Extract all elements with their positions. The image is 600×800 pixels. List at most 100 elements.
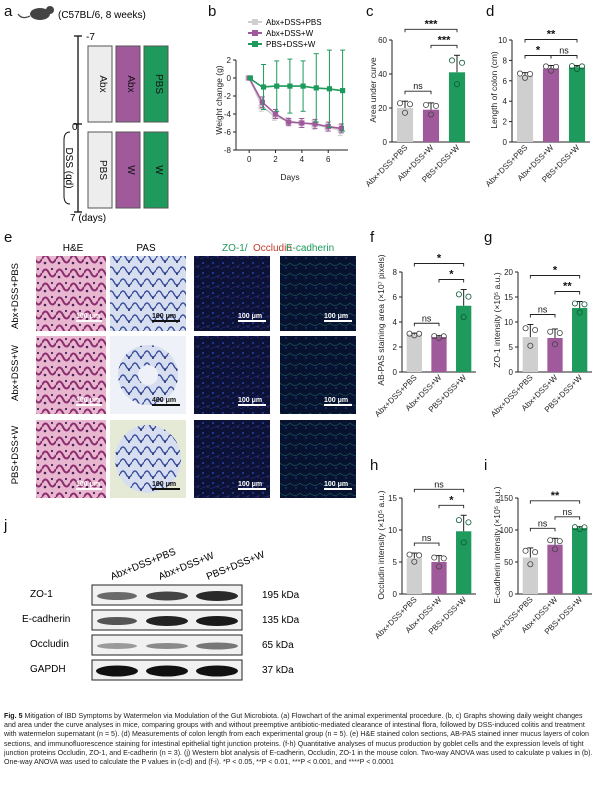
significance-label: ns [563, 507, 573, 517]
significance-label: * [449, 494, 454, 506]
data-point [459, 59, 466, 66]
data-point [527, 342, 534, 349]
significance-bracket [529, 500, 581, 504]
data-point [460, 539, 467, 546]
x-tick-label: 0 [247, 155, 252, 164]
y-tick-label: -2 [224, 92, 232, 101]
panel-e-label: e [4, 229, 12, 246]
data-point [448, 57, 455, 64]
y-tick-label: -6 [224, 128, 232, 137]
panel-f: f 02468Abx+DSS+PBSAbx+DSS+WPBS+DSS+Wns**… [370, 229, 476, 419]
data-point [416, 552, 423, 559]
significance-label: ns [559, 46, 569, 56]
data-point [516, 70, 523, 77]
significance-bracket [413, 488, 465, 493]
figure-caption-text: Mitigation of IBD Symptoms by Watermelon… [4, 712, 593, 767]
significance-label: * [553, 265, 558, 277]
img-he-2 [36, 336, 106, 414]
data-point [532, 549, 539, 556]
y-tick-label: 4 [503, 97, 508, 106]
y-tick-label: 8 [503, 56, 508, 65]
data-point [287, 83, 293, 89]
bar [568, 67, 586, 142]
y-tick-label: 0 [509, 590, 514, 599]
y-tick-label: 40 [378, 70, 387, 79]
data-point [571, 300, 578, 307]
box-top-1-label: Abx [97, 75, 108, 92]
y-tick-label: 4 [393, 318, 398, 327]
bar [572, 308, 588, 372]
bar [547, 338, 563, 372]
significance-label: ns [538, 518, 548, 528]
category-label: Abx+DSS+PBS [489, 373, 535, 419]
figure: a (C57BL/6, 8 weeks) -7 0 7 (days) DSS (… [3, 3, 592, 681]
blot-zo1: ZO-1 195 kDa [30, 584, 300, 606]
legend-b-2: Abx+DSS+W [266, 29, 314, 38]
box-top-2-label: Abx [125, 75, 136, 92]
panel-d-ylabel: Length of colon (cm) [489, 51, 499, 129]
data-point [455, 517, 462, 524]
y-tick-label: 20 [504, 268, 513, 277]
y-tick-label: 50 [504, 558, 513, 567]
bar [522, 557, 538, 594]
significance-label: ns [538, 305, 548, 315]
bar [542, 68, 560, 142]
data-point [579, 63, 586, 70]
y-tick-label: 15 [388, 494, 397, 503]
data-point [435, 563, 442, 570]
data-point [581, 301, 588, 308]
x-tick-label: 4 [300, 155, 305, 164]
data-point [300, 83, 306, 89]
timeline-tick-top: -7 [86, 32, 95, 43]
data-point [260, 84, 267, 90]
y-tick-label: -4 [224, 110, 232, 119]
row-label-2: Abx+DSS+W [10, 345, 21, 401]
significance-bracket [413, 542, 440, 547]
bar [448, 72, 466, 142]
col-header-he: H&E [63, 243, 84, 254]
data-point [527, 70, 534, 77]
panel-b-legend: Abx+DSS+PBS Abx+DSS+W PBS+DSS+W [248, 18, 322, 49]
y-tick-label: 150 [500, 494, 514, 503]
bar [547, 544, 563, 594]
data-point [407, 101, 414, 108]
img-ecad-1 [280, 256, 356, 331]
data-point [522, 74, 529, 81]
blot-occludin: Occludin 65 kDa [30, 634, 294, 656]
y-tick-label: 15 [504, 293, 513, 302]
bar [572, 528, 588, 594]
panel-i: i 050100150Abx+DSS+PBSAbx+DSS+WPBS+DSS+W… [484, 457, 592, 641]
box-bottom-1-label: PBS [97, 160, 108, 180]
data-point [325, 124, 331, 130]
y-tick-label: 2 [503, 118, 508, 127]
y-tick-label: 8 [393, 268, 398, 277]
significance-bracket [404, 90, 432, 95]
panel-d-label: d [486, 3, 494, 20]
data-point [556, 329, 563, 336]
scale-bar-label: 100 μm [324, 397, 348, 404]
y-tick-label: 0 [227, 74, 232, 83]
scale-bar-label: 100 μm [238, 397, 262, 404]
data-point [553, 63, 560, 70]
data-point [326, 86, 333, 92]
data-point [411, 558, 418, 565]
box-bottom-2 [115, 131, 141, 209]
y-tick-label: 2 [227, 56, 232, 65]
significance-label: ** [547, 29, 556, 41]
significance-label: ns [422, 313, 432, 323]
data-point [547, 537, 554, 544]
img-ecad-3 [280, 420, 356, 498]
y-tick-label: 0 [503, 138, 508, 147]
significance-bracket [404, 28, 458, 33]
col-header-pas: PAS [136, 243, 156, 254]
protein-label: ZO-1 [30, 589, 53, 600]
y-tick-label: 0 [509, 368, 514, 377]
data-point [542, 63, 549, 70]
img-pas-3-tissue [115, 425, 181, 493]
significance-label: ns [413, 81, 423, 91]
y-tick-label: 10 [504, 318, 513, 327]
img-pas-1 [110, 256, 186, 331]
